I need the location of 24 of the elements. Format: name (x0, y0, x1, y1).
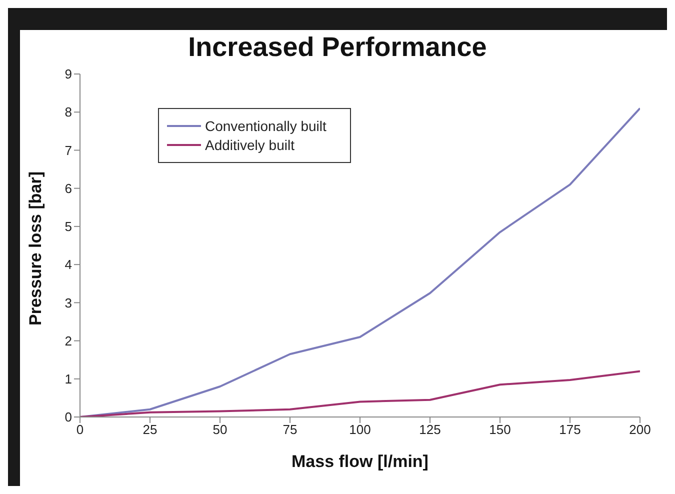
y-tick-label: 3 (64, 295, 72, 310)
x-tick-label: 125 (419, 422, 441, 438)
y-tick-label: 0 (64, 410, 72, 425)
y-tick-label: 9 (64, 66, 72, 82)
y-tick-label: 2 (64, 333, 72, 348)
y-tick-label: 5 (64, 219, 72, 234)
y-tick-label: 8 (64, 104, 72, 120)
x-tick-label: 175 (559, 422, 581, 438)
x-tick-label: 200 (629, 422, 651, 438)
legend-label: Conventionally built (205, 118, 326, 134)
x-tick-label: 50 (212, 422, 228, 438)
chart-title: Increased Performance (187, 32, 488, 63)
y-tick-label: 1 (64, 372, 72, 387)
x-axis-title: Mass flow [l/min] (292, 452, 428, 471)
x-tick-label: 150 (489, 422, 511, 438)
x-tick-label: 0 (76, 422, 84, 438)
x-tick-label: 75 (282, 422, 298, 438)
y-tick-label: 7 (64, 142, 72, 158)
y-tick-label: 6 (64, 180, 72, 196)
y-tick-label: 4 (64, 257, 72, 272)
legend-label: Additively built (205, 137, 294, 153)
y-axis-title: Pressure loss [bar] (26, 171, 46, 326)
x-tick-label: 25 (142, 422, 158, 438)
x-tick-label: 100 (349, 422, 371, 438)
